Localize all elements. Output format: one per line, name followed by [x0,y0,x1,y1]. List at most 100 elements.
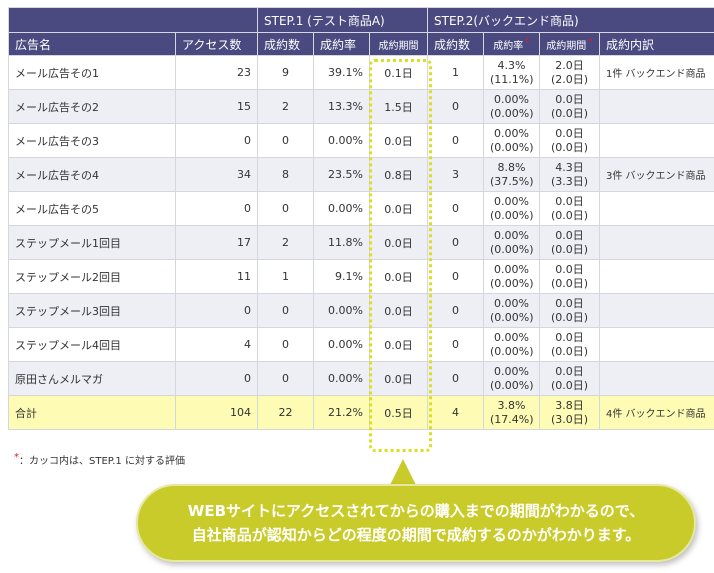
period2-cell-sub: (0.0日) [550,106,589,120]
period2-cell: 0.0日 (0.0日) [539,89,600,124]
rate2-cell-sub: (17.4%) [490,412,534,426]
header-column-row: 広告名 アクセス数 成約数 成約率 成約期間 成約数 成約率 * 成約期間 * 成約… [8,32,714,56]
period1-cell: 0.0日 [369,123,428,158]
col-rate2: 成約率 * [483,32,540,56]
rate2-cell: 3.8% (17.4%) [483,395,540,430]
conv1-cell: 0 [257,123,314,158]
table-body: メール広告その1 23 9 39.1% 0.1日 1 4.3% (11.1%) 2.0日 (2.0… [8,55,714,430]
rate2-cell: 4.3% (11.1%) [483,55,540,90]
rate2-cell-sub: (0.00%) [490,140,534,154]
period2-cell-sub: (2.0日) [550,72,589,86]
period2-cell-main: 0.0日 [555,296,584,310]
rate1-cell: 39.1% [313,55,370,90]
period2-cell: 0.0日 (0.0日) [539,327,600,362]
col-access: アクセス数 [175,32,258,56]
access-cell: 11 [175,259,258,294]
detail-cell [598,361,714,396]
period2-cell: 0.0日 (0.0日) [539,293,600,328]
callout-pointer [389,459,417,487]
ad-name-cell: ステップメール2回目 [8,259,176,294]
detail-cell [598,327,714,362]
detail-cell [598,123,714,158]
col-conv2: 成約数 [427,32,484,56]
period2-cell-sub: (0.0日) [550,276,589,290]
conv2-cell: 0 [427,361,484,396]
rate2-cell-main: 4.3% [497,58,526,72]
period2-cell-main: 4.3日 [555,160,584,174]
table-row: ステップメール4回目 4 0 0.00% 0.0日 0 0.00% (0.00%) 0.0日 (0… [8,327,714,362]
rate1-cell: 11.8% [313,225,370,260]
period2-cell-sub: (0.0日) [550,140,589,154]
period2-cell: 0.0日 (0.0日) [539,259,600,294]
period2-cell-main: 0.0日 [555,92,584,106]
ad-name-cell: ステップメール1回目 [8,225,176,260]
conv1-cell: 2 [257,89,314,124]
conv2-cell: 3 [427,157,484,192]
rate2-cell-sub: (0.00%) [490,310,534,324]
period1-cell: 0.0日 [369,259,428,294]
table-row: メール広告その4 34 8 23.5% 0.8日 3 8.8% (37.5%) 4.3日 (3.3… [8,157,714,192]
rate2-cell: 0.00% (0.00%) [483,89,540,124]
rate2-cell-sub: (0.00%) [490,344,534,358]
period1-cell: 0.0日 [369,361,428,396]
footnote-star: * [14,452,19,463]
conv2-cell: 1 [427,55,484,90]
access-cell: 34 [175,157,258,192]
col-conv1: 成約数 [257,32,314,56]
access-cell: 0 [175,191,258,226]
ad-name-cell: メール広告その3 [8,123,176,158]
rate2-cell-main: 0.00% [494,330,529,344]
ad-name-cell: 原田さんメルマガ [8,361,176,396]
col-detail: 成約内訳 [598,32,714,56]
rate2-cell-sub: (0.00%) [490,242,534,256]
period1-cell: 0.0日 [369,191,428,226]
rate2-cell: 8.8% (37.5%) [483,157,540,192]
conv1-cell: 2 [257,225,314,260]
access-cell: 17 [175,225,258,260]
period2-cell: 0.0日 (0.0日) [539,225,600,260]
conv2-cell: 0 [427,123,484,158]
col-rate1: 成約率 [313,32,370,56]
rate2-cell-sub: (11.1%) [490,72,534,86]
header-group-row: STEP.1 (テスト商品A) STEP.2(バックエンド商品) [8,7,714,33]
table-row: ステップメール1回目 17 2 11.8% 0.0日 0 0.00% (0.00%) 0.0日(… [8,225,714,260]
ad-name-cell: 合計 [8,395,176,430]
access-cell: 23 [175,55,258,90]
period2-cell-sub: (0.0日) [550,344,589,358]
rate2-cell-main: 0.00% [494,194,529,208]
conv1-cell: 22 [257,395,314,430]
step1-header: STEP.1 (テスト商品A) [257,7,428,33]
col-period2-label: 成約期間 [546,40,587,52]
period2-cell-sub: (0.0日) [550,378,589,392]
step2-header: STEP.2(バックエンド商品) [426,7,714,33]
period2-cell-main: 0.0日 [555,228,584,242]
conv2-cell: 4 [427,395,484,430]
table-row: メール広告その1 23 9 39.1% 0.1日 1 4.3% (11.1%) 2.0日 (2.0… [8,55,714,90]
detail-cell [598,259,714,294]
detail-cell [598,89,714,124]
header-blank [8,7,258,33]
period1-cell: 0.1日 [369,55,428,90]
access-cell: 0 [175,293,258,328]
conv1-cell: 0 [257,361,314,396]
rate1-cell: 0.00% [313,327,370,362]
star-mark: * [525,36,530,47]
rate2-cell-main: 0.00% [494,364,529,378]
period1-cell: 1.5日 [369,89,428,124]
rate1-cell: 0.00% [313,361,370,396]
rate2-cell-main: 3.8% [497,398,526,412]
period2-cell: 0.0日 (0.0日) [539,123,600,158]
period1-cell: 0.0日 [369,225,428,260]
rate2-cell: 0.00% (0.00%) [483,293,540,328]
ad-name-cell: ステップメール3回目 [8,293,176,328]
access-cell: 15 [175,89,258,124]
conv1-cell: 8 [257,157,314,192]
conv2-cell: 0 [427,89,484,124]
col-ad-name: 広告名 [8,32,176,56]
rate1-cell: 0.00% [313,123,370,158]
conv2-cell: 0 [427,225,484,260]
period1-cell: 0.8日 [369,157,428,192]
period2-cell-main: 3.8日 [555,398,584,412]
ad-name-cell: メール広告その5 [8,191,176,226]
callout-text: WEBサイトにアクセスされてからの購入までの期間がわかるので、 自社商品が認知か… [138,486,694,560]
